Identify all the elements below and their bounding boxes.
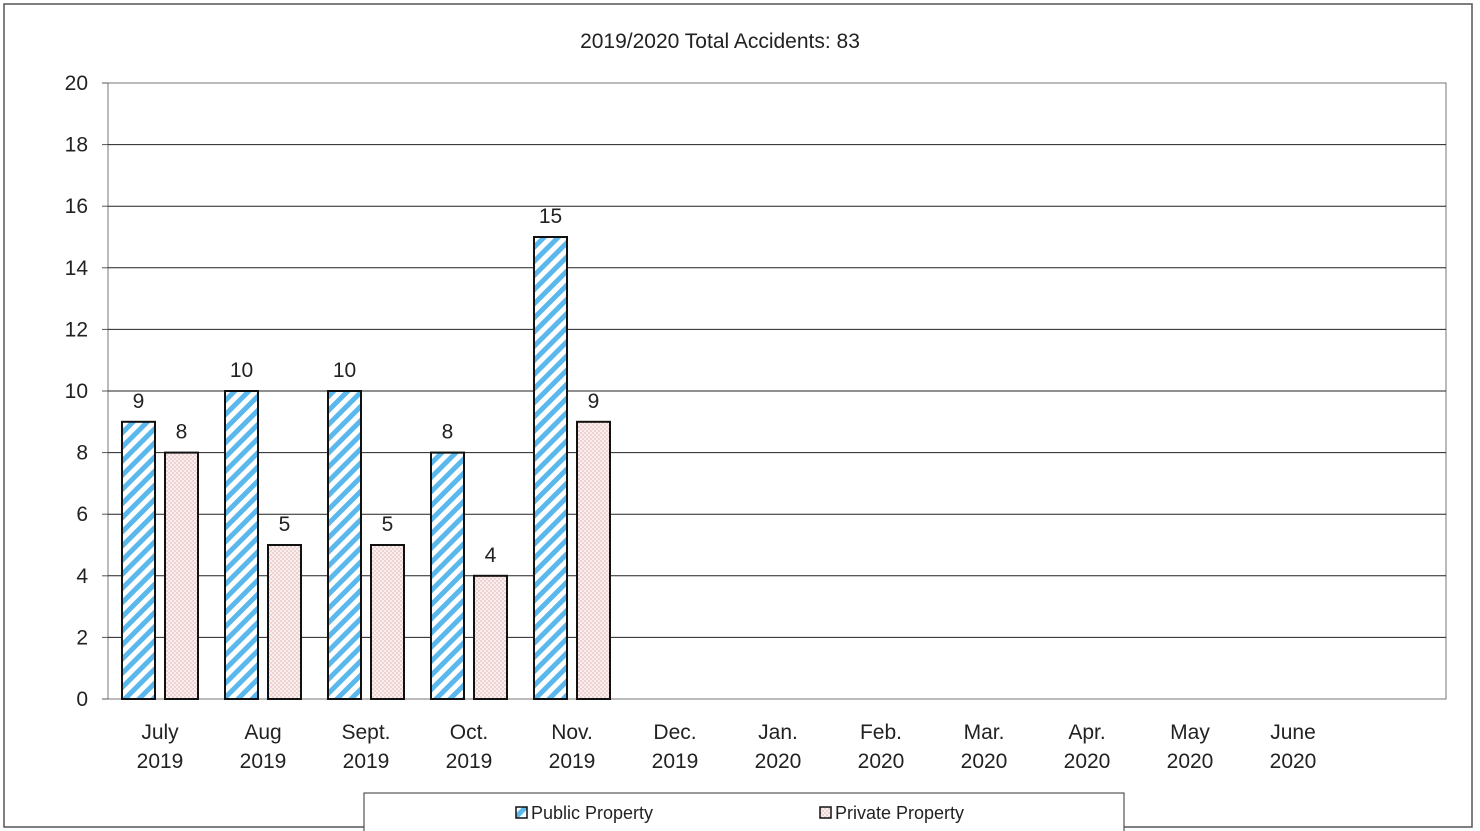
legend-label-public: Public Property xyxy=(531,803,653,823)
bar-public-property xyxy=(224,390,259,700)
bar-public-property xyxy=(430,451,465,700)
data-label-public-property: 10 xyxy=(333,359,356,382)
x-tick-label-month: May xyxy=(1170,721,1210,744)
legend-label-private: Private Property xyxy=(835,803,964,823)
x-tick-label-year: 2020 xyxy=(755,750,802,773)
x-tick-label-year: 2020 xyxy=(1167,750,1214,773)
y-tick-label: 16 xyxy=(65,195,88,218)
x-tick-label-year: 2020 xyxy=(858,750,905,773)
x-tick-label-month: Feb. xyxy=(860,721,902,744)
data-label-private-property: 5 xyxy=(382,513,394,536)
data-label-private-property: 4 xyxy=(485,544,497,567)
bar-private-property xyxy=(473,574,508,700)
data-label-private-property: 8 xyxy=(176,421,188,444)
bars xyxy=(121,236,611,700)
x-tick-label-year: 2020 xyxy=(961,750,1008,773)
x-tick-label-month: Oct. xyxy=(450,721,489,744)
chart-title: 2019/2020 Total Accidents: 83 xyxy=(580,30,860,53)
x-tick-label-year: 2019 xyxy=(343,750,390,773)
bar-public-property xyxy=(121,420,156,700)
x-tick-label-month: July xyxy=(141,721,179,744)
x-tick-label-month: Apr. xyxy=(1068,721,1105,744)
legend-swatch-private xyxy=(819,806,832,819)
bar-public-property xyxy=(533,236,568,700)
x-tick-label-year: 2019 xyxy=(549,750,596,773)
bar-private-property xyxy=(576,420,611,700)
legend-swatch-public xyxy=(515,806,528,819)
x-tick-label-year: 2019 xyxy=(652,750,699,773)
x-tick-label-month: Mar. xyxy=(964,721,1005,744)
x-tick-label-month: Sept. xyxy=(341,721,390,744)
x-tick-label-month: Aug xyxy=(244,721,281,744)
x-tick-label-month: June xyxy=(1270,721,1316,744)
y-tick-label: 20 xyxy=(65,72,88,95)
x-tick-label-year: 2019 xyxy=(240,750,287,773)
x-tick-label-month: Nov. xyxy=(551,721,593,744)
legend: Public Property Private Property xyxy=(363,792,1125,831)
bar-public-property xyxy=(327,390,362,700)
data-label-private-property: 5 xyxy=(279,513,291,536)
y-axis: 0 2 4 6 8 10 12 14 16 18 20 xyxy=(65,72,108,711)
x-tick-label-year: 2019 xyxy=(137,750,184,773)
bar-private-property xyxy=(370,544,405,700)
data-label-public-property: 9 xyxy=(133,390,145,413)
x-tick-label-month: Dec. xyxy=(653,721,696,744)
x-axis: July 2019 Aug 2019 Sept. 2019 Oct. 2019 Nov. 2019… xyxy=(137,721,1317,773)
y-tick-label: 4 xyxy=(76,565,88,588)
legend-box xyxy=(363,792,1125,831)
y-tick-label: 0 xyxy=(76,688,88,711)
y-tick-label: 8 xyxy=(76,442,88,465)
y-tick-label: 6 xyxy=(76,503,88,526)
x-tick-label-year: 2020 xyxy=(1270,750,1317,773)
bar-private-property xyxy=(164,451,199,700)
y-tick-label: 18 xyxy=(65,134,88,157)
y-tick-label: 10 xyxy=(65,380,88,403)
x-tick-label-year: 2020 xyxy=(1064,750,1111,773)
x-tick-label-month: Jan. xyxy=(758,721,798,744)
y-tick-label: 14 xyxy=(65,257,89,280)
data-label-private-property: 9 xyxy=(588,390,600,413)
y-tick-label: 2 xyxy=(76,626,88,649)
x-tick-label-year: 2019 xyxy=(446,750,493,773)
y-tick-label: 12 xyxy=(65,318,88,341)
data-label-public-property: 10 xyxy=(230,359,253,382)
bar-private-property xyxy=(267,544,302,700)
data-label-public-property: 15 xyxy=(539,205,562,228)
data-label-public-property: 8 xyxy=(442,421,454,444)
data-labels: 9 10 10 8 15 8 5 5 4 9 xyxy=(133,205,600,567)
